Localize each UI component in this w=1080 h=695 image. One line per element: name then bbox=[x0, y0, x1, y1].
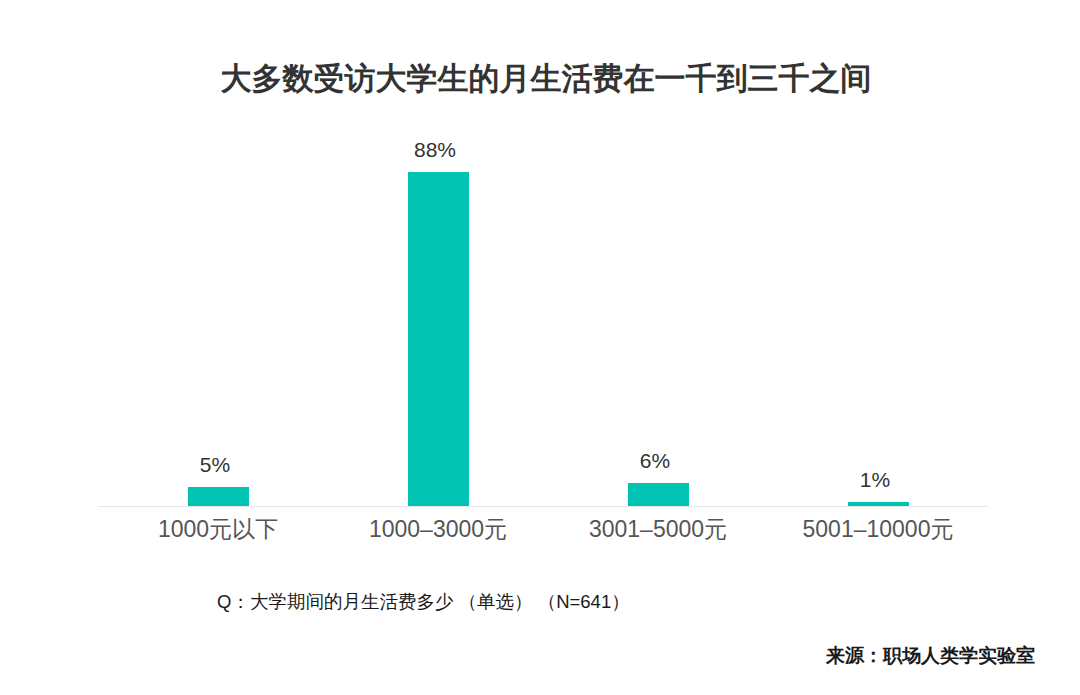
category-label: 1000元以下 bbox=[108, 506, 328, 545]
bar bbox=[628, 483, 689, 506]
bar bbox=[408, 172, 469, 506]
value-label: 88% bbox=[414, 138, 456, 162]
value-label: 5% bbox=[200, 453, 230, 477]
category-label: 3001–5000元 bbox=[548, 506, 768, 545]
plot-area: 5% 88% 6% 1% 1000元以下 1000–3000元 3001–500… bbox=[108, 0, 988, 506]
category-label: 5001–10000元 bbox=[768, 506, 988, 545]
value-label: 1% bbox=[860, 468, 890, 492]
category-label: 1000–3000元 bbox=[328, 506, 548, 545]
source-credit: 来源：职场人类学实验室 bbox=[826, 643, 1035, 669]
x-axis-line bbox=[98, 506, 988, 507]
bar bbox=[188, 487, 249, 506]
value-label: 6% bbox=[640, 449, 670, 473]
question-footnote: Q：大学期间的月生活费多少 （单选） （N=641） bbox=[217, 589, 630, 614]
bar-column: 5% bbox=[108, 453, 328, 506]
bar-column: 6% bbox=[548, 449, 768, 506]
bar-column: 88% bbox=[328, 138, 548, 506]
bar-column: 1% bbox=[768, 468, 988, 506]
